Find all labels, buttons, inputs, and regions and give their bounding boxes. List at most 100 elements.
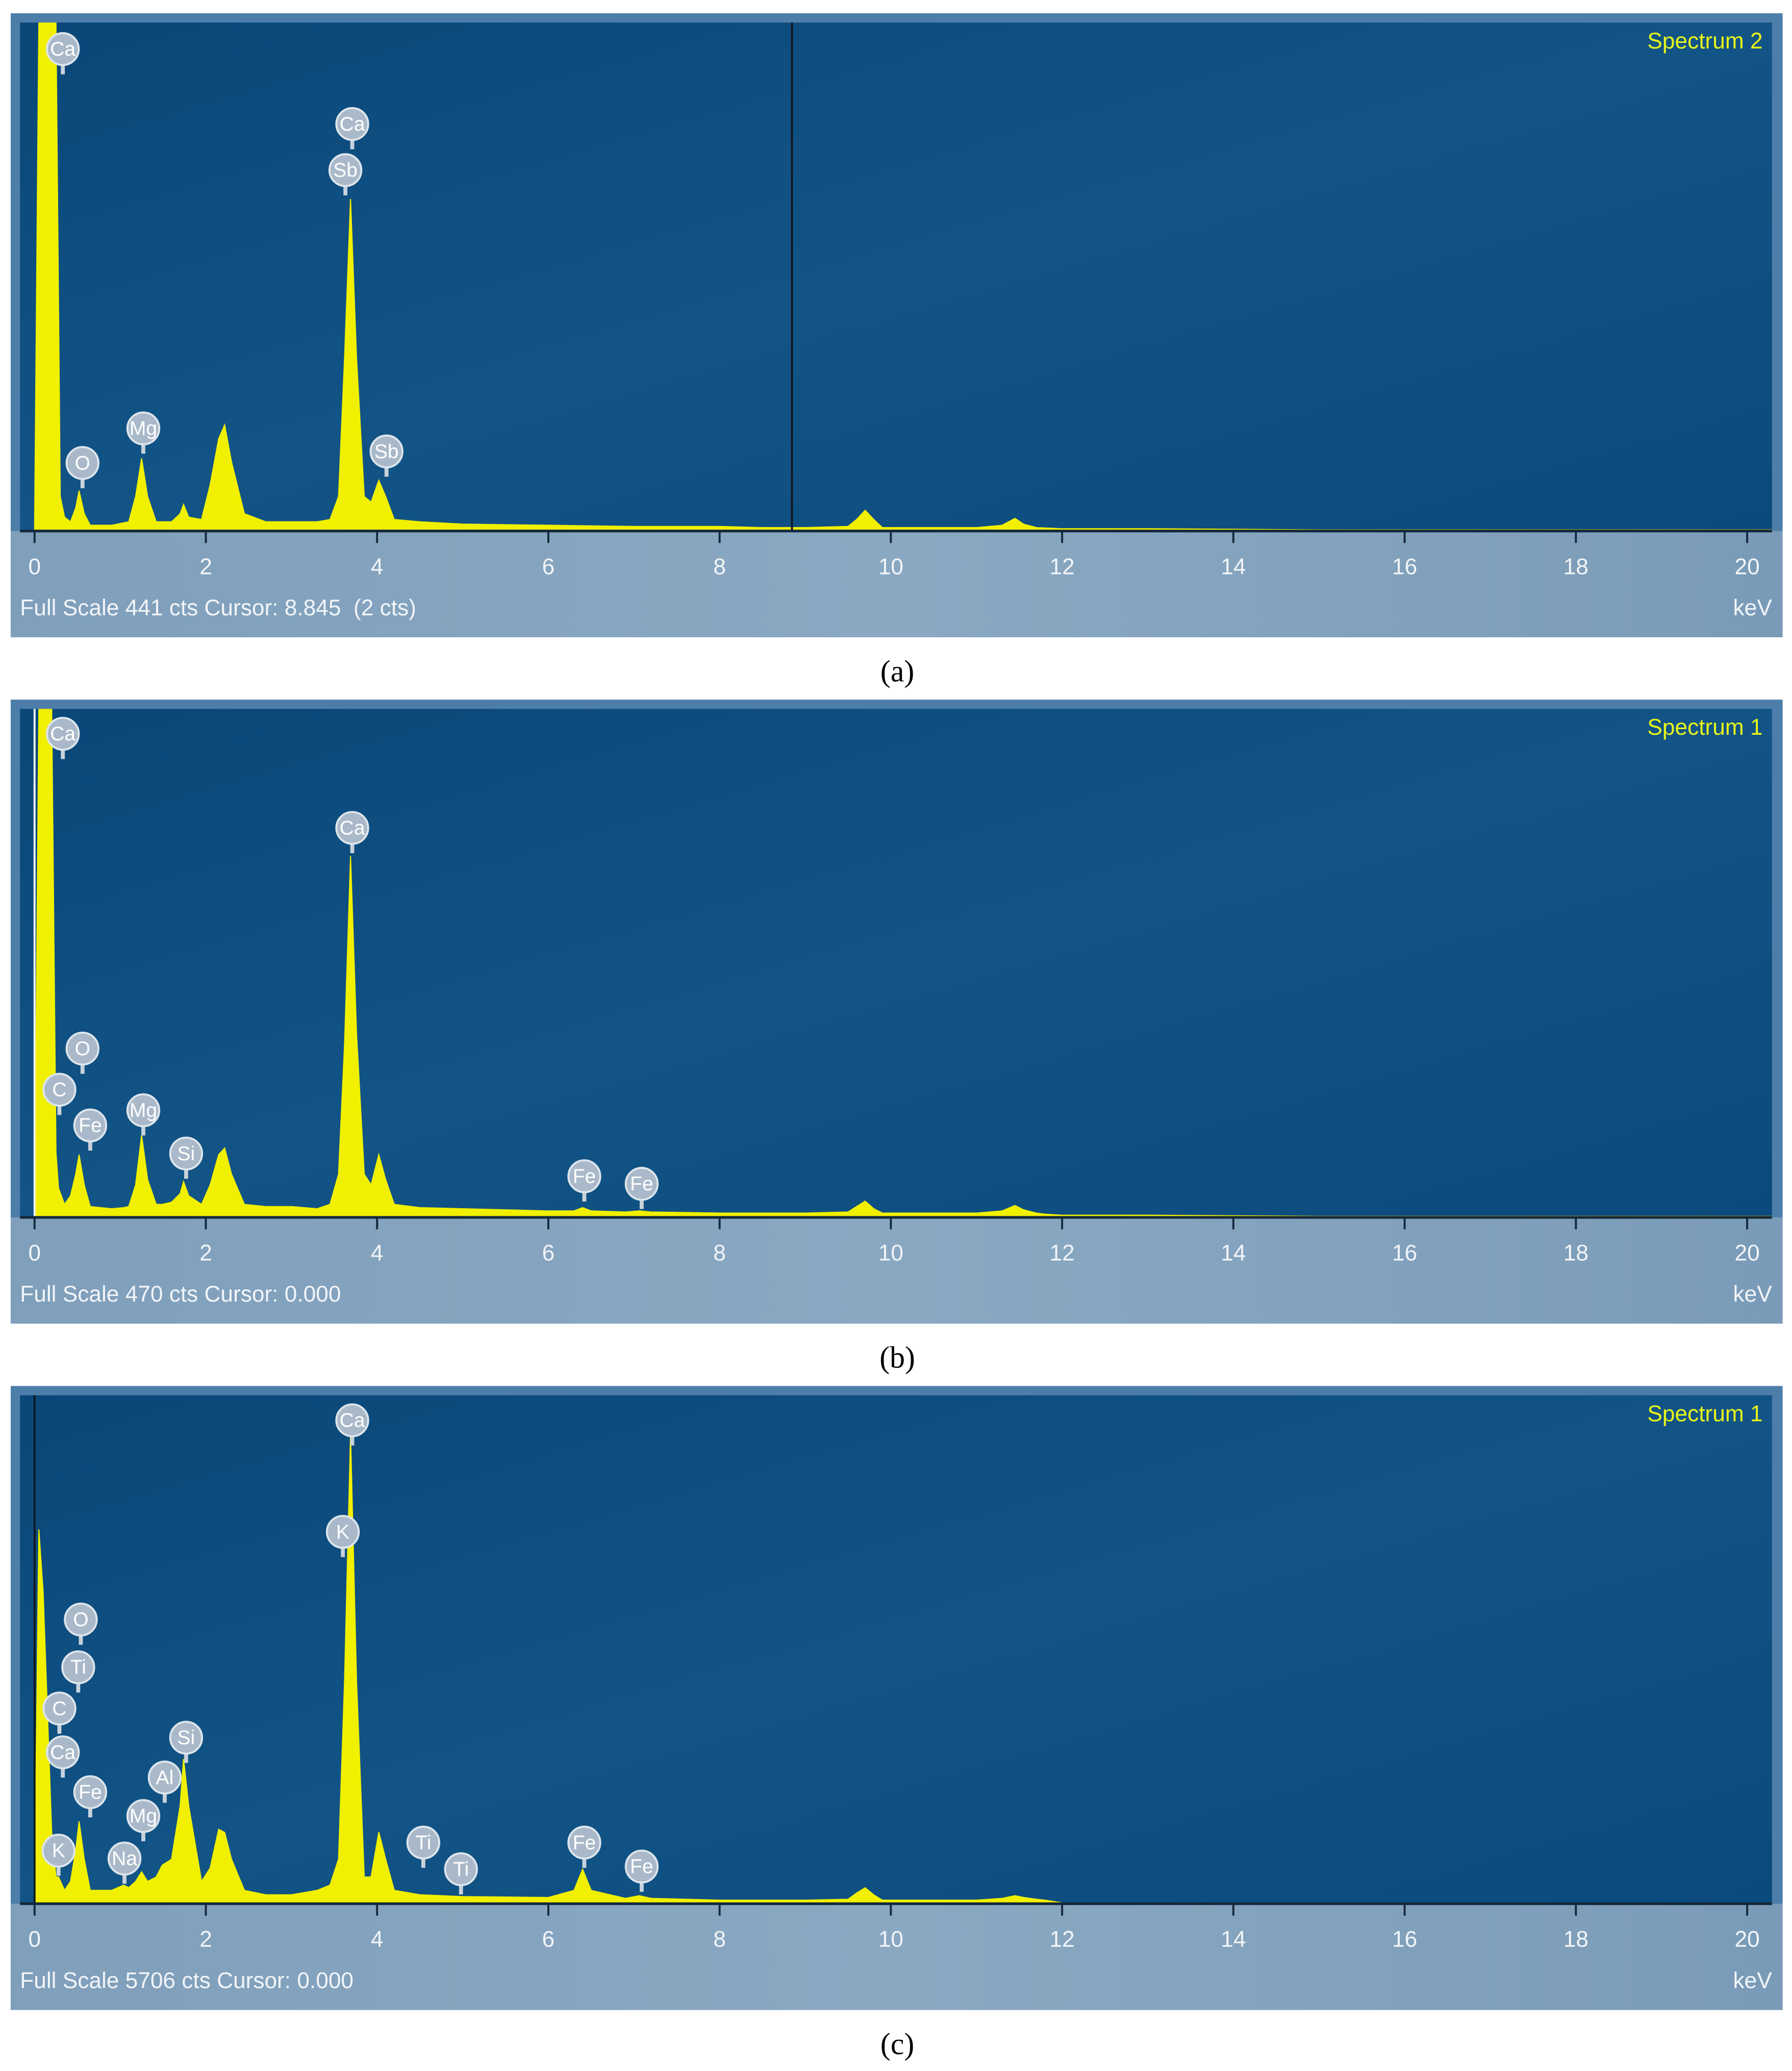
element-label-marker: [169, 1720, 204, 1755]
element-label: Al: [156, 1767, 174, 1789]
x-tick-label: 10: [878, 1927, 903, 1952]
element-label-marker: [328, 153, 363, 187]
element-label-marker: [335, 811, 369, 845]
element-label-marker: [126, 411, 161, 445]
element-label-marker: [335, 107, 369, 141]
element-label: Ca: [340, 817, 365, 839]
element-label-marker: [567, 1159, 601, 1193]
x-tick-label: 20: [1734, 554, 1759, 579]
spectrum-area: [20, 22, 1772, 531]
x-tick-label: 2: [199, 1241, 212, 1266]
element-label: Sb: [374, 441, 399, 463]
element-label-marker: [45, 717, 80, 751]
element-label-marker: [444, 1852, 478, 1886]
plot-area: [20, 1395, 1772, 1904]
x-tick-label: 8: [713, 1241, 726, 1266]
element-label: K: [336, 1521, 349, 1543]
x-tick-label: 18: [1563, 554, 1588, 579]
x-axis-unit: keV: [1733, 1968, 1773, 1993]
x-tick-label: 12: [1050, 554, 1075, 579]
x-tick-label: 20: [1734, 1927, 1759, 1952]
x-tick-label: 6: [542, 1241, 555, 1266]
x-tick-label: 8: [713, 554, 726, 579]
element-label-marker: [64, 1603, 98, 1637]
x-tick-label: 20: [1734, 1241, 1759, 1266]
panel-caption: (a): [880, 655, 914, 688]
element-label-marker: [567, 1826, 601, 1860]
element-label-marker: [41, 1833, 75, 1868]
element-label-marker: [61, 1650, 95, 1684]
plot-area: [20, 22, 1772, 531]
element-label: C: [52, 1698, 66, 1719]
element-label-marker: [624, 1850, 659, 1884]
element-label-marker: [624, 1167, 659, 1201]
element-label: Mg: [130, 1100, 157, 1121]
element-label: Ca: [50, 1741, 75, 1763]
element-label-marker: [107, 1841, 142, 1876]
spectrum-title: Spectrum 2: [1647, 29, 1762, 54]
element-label-marker: [126, 1093, 161, 1128]
element-label: Ca: [340, 113, 365, 135]
element-label: Ca: [50, 38, 75, 60]
element-label-marker: [406, 1826, 441, 1860]
element-label: Fe: [79, 1781, 102, 1803]
element-label: Fe: [630, 1856, 653, 1878]
x-tick-label: 0: [28, 1241, 41, 1266]
x-tick-label: 4: [371, 1241, 384, 1266]
x-tick-label: 0: [28, 554, 41, 579]
spectrum-panel: 0 2 4 6 8 10 12 14 16 18 20 Ca Ca OC Fe Mg Si Fe Fe Spectru…: [11, 700, 1783, 1375]
element-label: Sb: [333, 159, 358, 181]
element-label-marker: [126, 1799, 161, 1833]
x-tick-label: 18: [1563, 1241, 1588, 1266]
spectrum-area: [20, 709, 1772, 1217]
element-label: O: [75, 452, 90, 474]
element-label: Ca: [50, 723, 75, 745]
x-tick-label: 12: [1050, 1241, 1075, 1266]
status-text: Full Scale 441 cts Cursor: 8.845 (2 cts): [20, 595, 416, 620]
element-label: Mg: [130, 1805, 157, 1827]
element-label: Si: [178, 1143, 195, 1165]
element-label: Ti: [453, 1858, 469, 1880]
element-label: Fe: [79, 1115, 102, 1137]
x-tick-label: 4: [371, 554, 384, 579]
panel-caption: (c): [880, 2027, 914, 2061]
status-text: Full Scale 470 cts Cursor: 0.000: [20, 1282, 341, 1307]
element-label: C: [52, 1079, 66, 1101]
x-tick-label: 0: [28, 1927, 41, 1952]
element-label: Ca: [340, 1410, 365, 1432]
x-tick-label: 16: [1392, 1927, 1417, 1952]
element-label: Na: [112, 1848, 137, 1870]
x-tick-label: 14: [1221, 1927, 1246, 1952]
element-label-marker: [65, 1032, 99, 1066]
element-label: Mg: [130, 418, 157, 440]
x-axis-unit: keV: [1733, 595, 1773, 620]
x-tick-label: 4: [371, 1927, 384, 1952]
element-label-marker: [42, 1072, 77, 1107]
element-label-marker: [45, 32, 80, 66]
x-tick-label: 2: [199, 554, 212, 579]
panel-footer: [11, 531, 1783, 637]
element-label-marker: [73, 1108, 108, 1142]
x-tick-label: 8: [713, 1927, 726, 1952]
element-label-marker: [45, 1735, 80, 1769]
panel-caption: (b): [879, 1341, 915, 1375]
element-label: Fe: [573, 1165, 596, 1187]
element-label: K: [52, 1840, 65, 1862]
x-tick-label: 14: [1221, 1241, 1246, 1266]
x-tick-label: 10: [878, 1241, 903, 1266]
element-label-marker: [169, 1136, 204, 1171]
element-label: Ti: [70, 1657, 86, 1679]
panel-footer: [11, 1217, 1783, 1324]
spectrum-title: Spectrum 1: [1647, 1401, 1762, 1426]
element-label: Fe: [573, 1832, 596, 1854]
element-label-marker: [73, 1775, 108, 1809]
plot-area: [20, 709, 1772, 1217]
x-tick-label: 6: [542, 554, 555, 579]
element-label-marker: [369, 434, 403, 469]
spectrum-title: Spectrum 1: [1647, 715, 1762, 740]
x-tick-label: 16: [1392, 1241, 1417, 1266]
x-axis-unit: keV: [1733, 1282, 1773, 1307]
